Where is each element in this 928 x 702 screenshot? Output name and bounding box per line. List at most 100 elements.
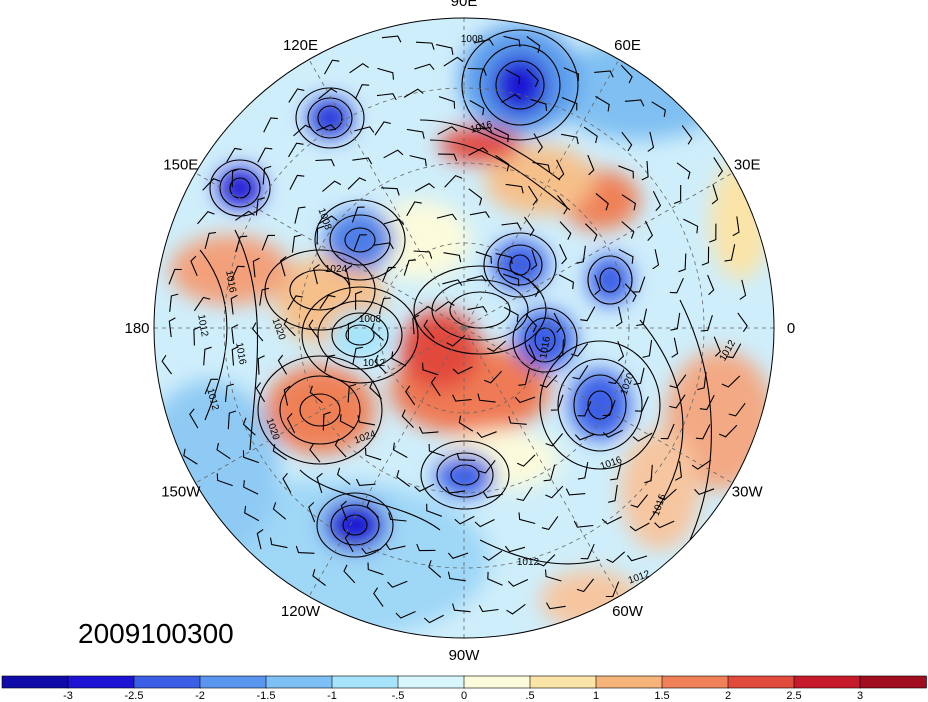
wind-barb <box>287 295 303 310</box>
anomaly-shading <box>154 18 774 638</box>
wind-barb <box>707 274 715 296</box>
longitude-label: 60W <box>612 603 644 620</box>
contour-label: 1012 <box>195 314 210 338</box>
wind-barb <box>620 64 633 84</box>
wind-barb <box>621 194 637 211</box>
wind-barb <box>279 256 287 277</box>
wind-barb <box>580 306 596 322</box>
wind-barb <box>369 380 382 400</box>
wind-barb <box>435 301 455 312</box>
wind-barb <box>553 312 562 333</box>
wind-barb <box>444 174 463 188</box>
wind-barb <box>652 249 660 270</box>
wind-barb <box>526 68 539 88</box>
wind-barb <box>563 67 580 82</box>
wind-barb <box>204 231 217 250</box>
wind-barb <box>347 383 357 403</box>
contour-label: 1012 <box>363 358 386 369</box>
longitude-label: 180 <box>124 320 149 337</box>
wind-barb <box>373 587 384 607</box>
wind-barb <box>414 182 435 192</box>
wind-barb <box>697 371 707 391</box>
wind-barb <box>416 543 436 552</box>
wind-barb <box>269 537 288 549</box>
wind-barb <box>541 516 559 531</box>
wind-barb <box>352 157 373 165</box>
wind-barb <box>316 472 323 494</box>
colorbar-tick-label: 2 <box>725 690 731 702</box>
colorbar-tick-label: 1 <box>593 690 599 702</box>
wind-barb <box>478 605 499 613</box>
colorbar-swatch <box>463 675 531 689</box>
wind-barb <box>438 96 456 109</box>
wind-barb <box>629 522 650 532</box>
wind-barb <box>658 488 677 501</box>
contour-label: 1024 <box>325 264 348 275</box>
wind-barb <box>495 155 510 172</box>
wind-barb <box>624 283 637 303</box>
wind-barb <box>409 155 427 167</box>
wind-barb <box>403 259 417 276</box>
wind-barb <box>309 385 323 404</box>
wind-barb <box>272 502 287 520</box>
wind-barb <box>336 467 351 485</box>
wind-barb <box>361 547 382 555</box>
colorbar-swatch <box>727 675 795 689</box>
wind-barb <box>405 385 416 406</box>
colorbar-swatch <box>529 675 597 689</box>
colorbar-swatch <box>331 675 399 689</box>
wind-barb <box>610 463 622 481</box>
wind-barb <box>676 162 691 180</box>
wind-barb <box>345 265 353 286</box>
wind-barb <box>518 368 530 386</box>
wind-barb <box>633 367 645 385</box>
wind-barb <box>602 400 616 417</box>
wind-barb <box>308 319 319 339</box>
wind-barb <box>231 346 239 366</box>
wind-barb <box>202 178 221 191</box>
wind-barb <box>383 218 405 226</box>
wind-barb <box>383 149 404 159</box>
wind-barb <box>641 160 649 181</box>
wind-barb <box>624 99 645 107</box>
wind-barb <box>503 35 521 48</box>
wind-barb <box>259 287 270 306</box>
wind-barb <box>367 562 384 576</box>
wind-barb <box>308 501 316 523</box>
wind-barb <box>506 603 526 615</box>
wind-barb <box>644 464 653 484</box>
wind-barb <box>263 117 278 133</box>
wind-barb <box>601 516 622 525</box>
wind-barb <box>423 319 435 339</box>
wind-barb <box>556 159 565 180</box>
wind-barb <box>435 44 454 55</box>
wind-barb <box>487 571 503 586</box>
wind-barb <box>718 424 738 438</box>
wind-barb <box>283 385 291 406</box>
colorbar-tick-label: -1 <box>327 690 337 702</box>
wind-barb <box>660 423 675 440</box>
wind-barb <box>528 185 538 206</box>
contour-label: 1016 <box>233 342 248 366</box>
colorbar-swatch <box>859 675 927 689</box>
wind-barb <box>618 248 634 264</box>
wind-barb <box>671 337 679 358</box>
wind-barb <box>374 354 387 374</box>
wind-barb <box>594 274 601 296</box>
wind-barb <box>469 100 485 116</box>
wind-barb <box>621 221 635 239</box>
wind-barb <box>739 279 747 300</box>
colorbar-swatch <box>661 675 729 689</box>
wind-barb <box>580 543 595 560</box>
wind-barb <box>728 402 746 417</box>
wind-barb <box>387 580 408 588</box>
wind-barb <box>555 339 564 359</box>
colorbar-swatch <box>199 675 267 689</box>
wind-barb <box>235 210 255 221</box>
wind-barb <box>606 551 626 564</box>
wind-barb <box>204 378 218 395</box>
wind-barb <box>257 355 265 375</box>
wind-barb <box>474 519 495 528</box>
wind-barb <box>334 438 347 458</box>
wind-barb <box>573 520 594 528</box>
